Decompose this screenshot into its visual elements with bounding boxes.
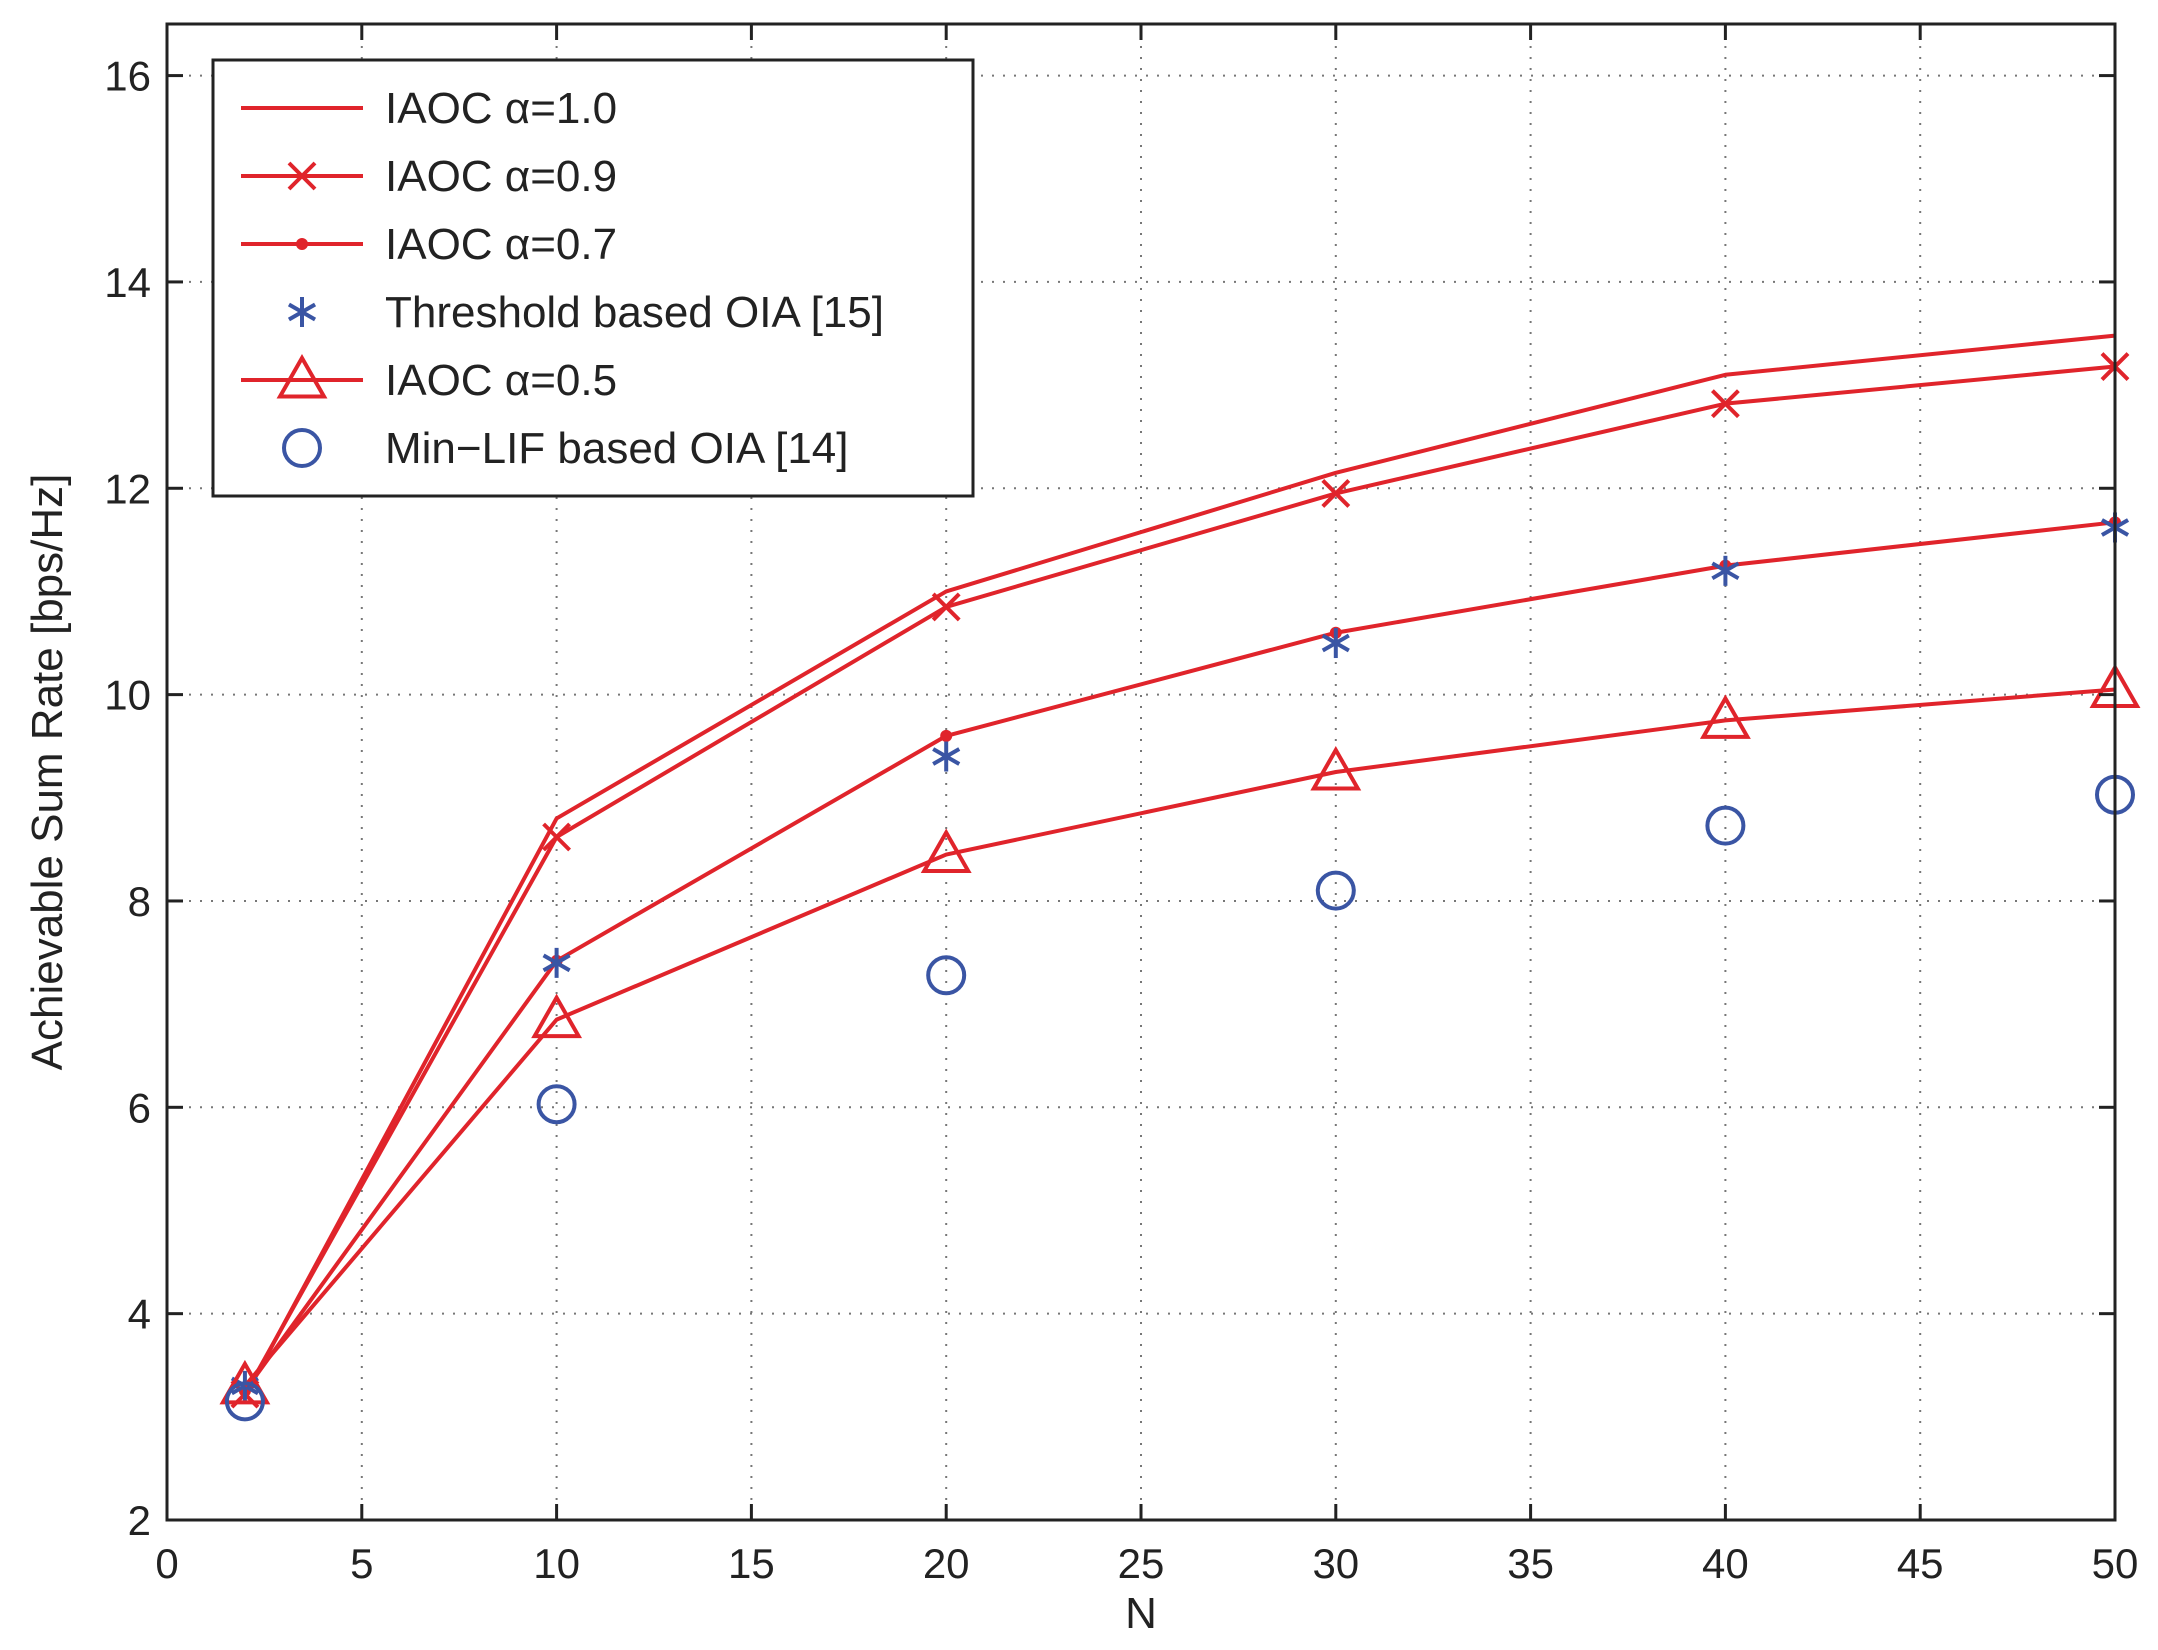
axis-ticks: 0 5 10 15 20 25 30 35 40 45 50 2 4 6 8 10 12 14 16 [104,24,2138,1587]
series-5 [224,774,2135,1422]
data-point-asterisk [1321,628,1350,659]
data-point-asterisk [542,947,571,978]
data-point-triangle [531,993,583,1039]
data-point-circle [536,1084,577,1125]
data-point-circle [282,428,322,468]
x-tick-label: 30 [1312,1540,1359,1587]
y-tick-label: 12 [104,465,151,512]
data-point-dot [296,238,308,250]
data-point-circle [1705,805,1746,846]
legend-entry: IAOC α=0.7 [241,220,617,269]
x-tick-label: 45 [1897,1540,1944,1587]
x-tick-label: 40 [1702,1540,1749,1587]
series-line [243,687,2116,1388]
y-tick-label: 14 [104,259,151,306]
data-point-x [931,592,961,622]
data-point-x [542,822,572,852]
x-tick-label: 15 [728,1540,775,1587]
series-line [243,364,2116,1396]
legend-label: IAOC α=0.9 [385,152,617,201]
data-point-x [1710,389,1740,419]
legend-entry: IAOC α=0.9 [241,152,617,201]
data-point-asterisk [932,741,961,772]
data-point-triangle [219,1359,271,1405]
y-tick-label: 16 [104,53,151,100]
legend-box [211,58,975,498]
y-tick-label: 10 [104,672,151,719]
y-tick-label: 2 [128,1497,151,1544]
legend-label: IAOC α=1.0 [385,84,617,133]
data-point-triangle [1699,694,1751,739]
plot-series [219,333,2141,1422]
y-tick-label: 8 [128,878,151,925]
series-4 [219,663,2141,1405]
data-point-asterisk [287,297,317,327]
y-axis-label: Achievable Sum Rate [bps/Hz] [23,474,72,1071]
data-point-asterisk [1711,555,1740,586]
legend-label: IAOC α=0.7 [385,220,617,269]
legend-label: Threshold based OIA [15] [385,288,884,337]
series-2 [238,516,2121,1398]
x-tick-label: 25 [1118,1540,1165,1587]
data-point-triangle [1310,745,1362,791]
legend-entry: Threshold based OIA [15] [287,288,884,337]
legend-label: IAOC α=0.5 [385,356,617,405]
data-point-circle [224,1381,265,1422]
x-tick-label: 5 [350,1540,373,1587]
x-tick-label: 20 [923,1540,970,1587]
series-0 [243,333,2116,1398]
y-tick-label: 4 [128,1291,151,1338]
series-1 [230,352,2130,1409]
data-point-x [287,161,317,191]
x-tick-label: 35 [1507,1540,1554,1587]
data-point-circle [926,955,967,996]
data-point-dot [940,729,953,742]
legend-entry: Min−LIF based OIA [14] [282,424,848,473]
series-line [243,520,2116,1393]
y-tick-label: 6 [128,1084,151,1131]
data-point-triangle [920,828,972,874]
data-point-circle [1315,870,1356,911]
x-axis-label: N [1125,1589,1157,1638]
series-3 [230,512,2130,1401]
legend-label: Min−LIF based OIA [14] [385,424,848,473]
x-tick-label: 10 [533,1540,580,1587]
x-tick-label: 0 [155,1540,178,1587]
series-line [243,333,2116,1398]
legend: IAOC α=1.0 IAOC α=0.9 IAOC α=0.7 Threshold … [211,58,975,498]
data-point-triangle [276,353,328,399]
x-tick-label: 50 [2092,1540,2139,1587]
legend-entry: IAOC α=1.0 [241,84,617,133]
data-point-x [1321,479,1351,508]
legend-entry: IAOC α=0.5 [241,353,617,405]
